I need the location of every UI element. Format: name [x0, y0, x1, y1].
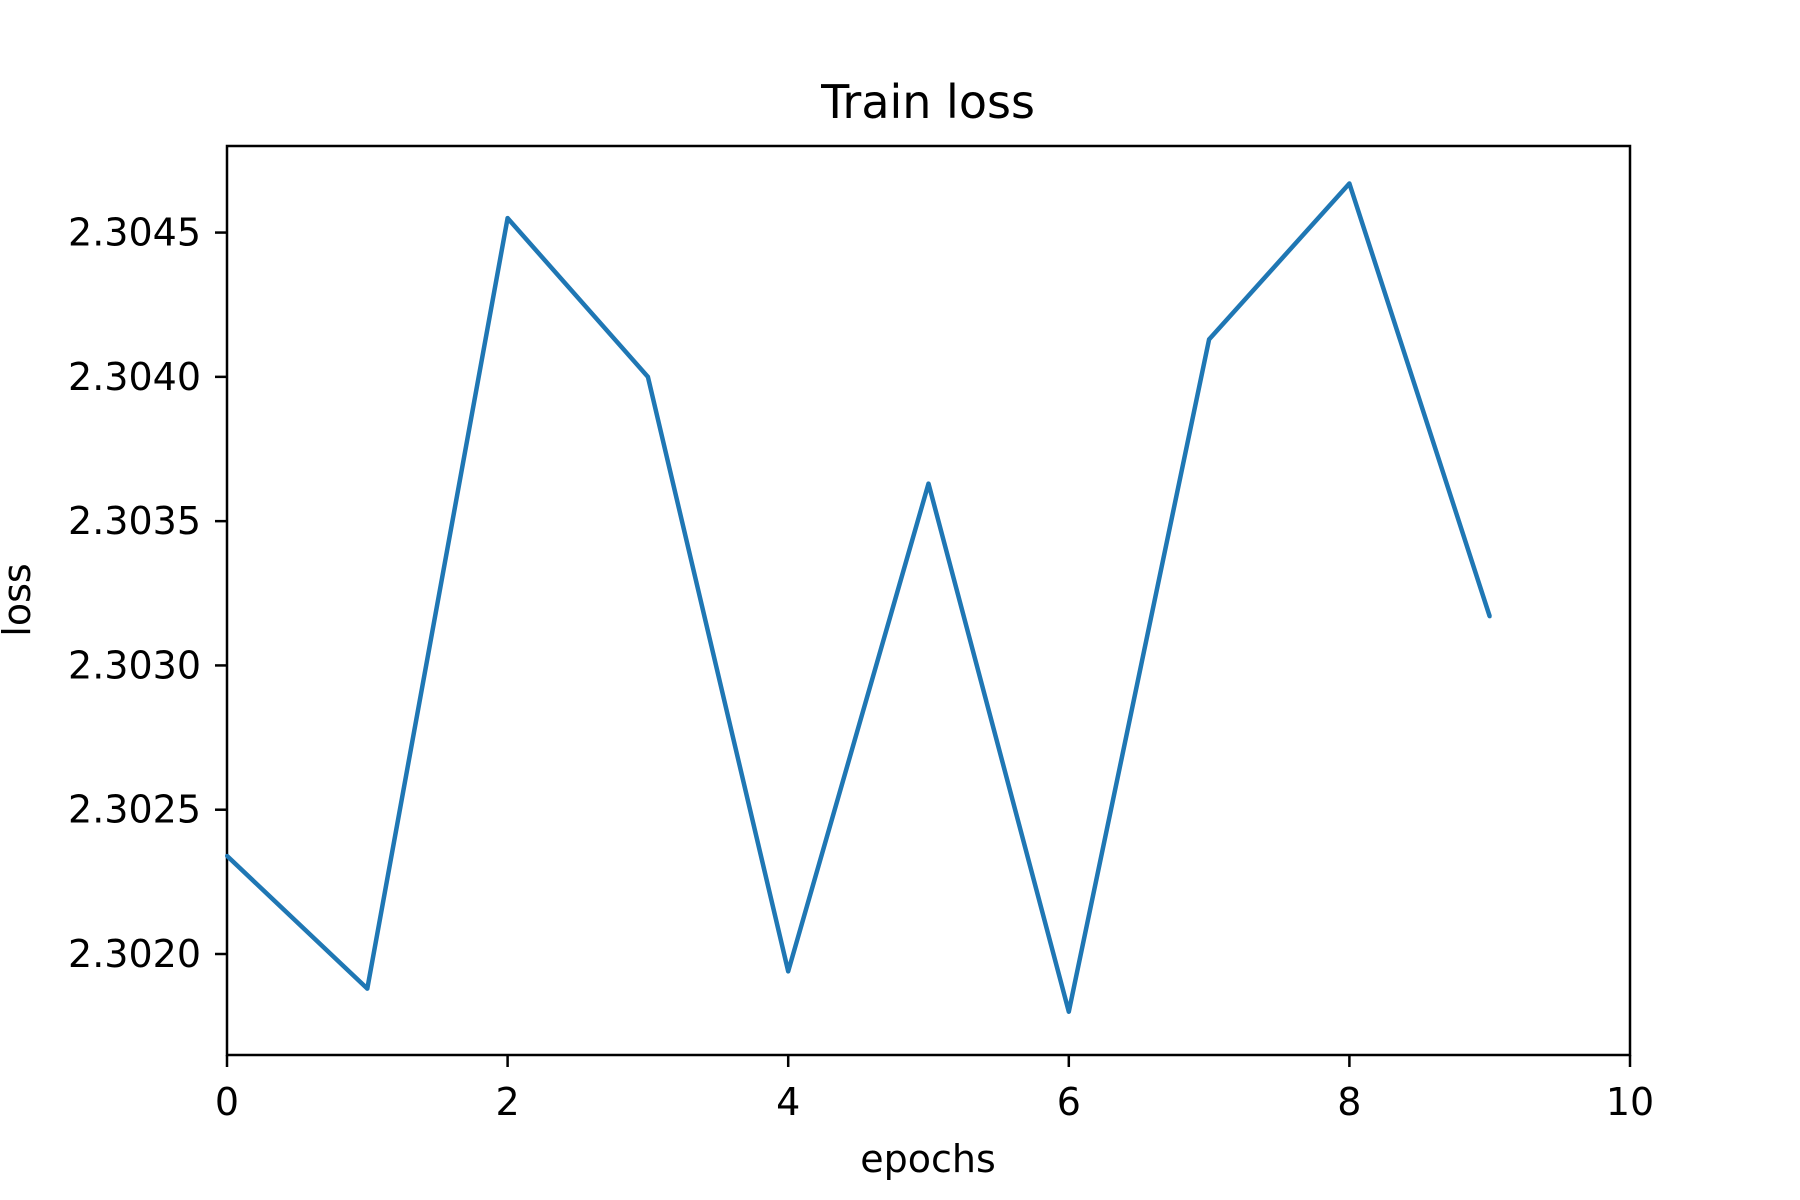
x-axis-title: epochs	[860, 1137, 996, 1181]
y-tick-label: 2.3030	[68, 643, 201, 687]
x-tick-label: 2	[496, 1080, 520, 1124]
y-tick-label: 2.3025	[68, 788, 201, 832]
x-axis: 0 2 4 6 8 10	[215, 1055, 1654, 1124]
loss-data-point	[505, 216, 510, 221]
loss-series-line	[225, 181, 1492, 1014]
loss-data-point	[1066, 1009, 1071, 1014]
plot-area-frame	[225, 144, 1632, 1057]
y-axis-title: loss	[0, 563, 39, 636]
loss-data-point	[1487, 614, 1492, 619]
loss-data-point	[645, 374, 650, 379]
x-tick-label: 4	[776, 1080, 800, 1124]
loss-data-point	[365, 986, 370, 991]
loss-data-point	[1207, 337, 1212, 342]
series-layer	[225, 181, 1492, 1014]
y-tick-label: 2.3035	[68, 499, 201, 543]
x-tick-label: 8	[1337, 1080, 1361, 1124]
loss-data-point	[926, 481, 931, 486]
x-tick-label: 0	[215, 1080, 239, 1124]
chart-title: Train loss	[820, 75, 1035, 129]
loss-data-point	[1347, 181, 1352, 186]
loss-data-point	[786, 969, 791, 974]
y-tick-label: 2.3045	[68, 211, 201, 255]
y-axis: 2.3020 2.3025 2.3030 2.3035 2.3040 2.3045	[68, 211, 227, 976]
x-tick-label: 6	[1057, 1080, 1081, 1124]
y-tick-label: 2.3040	[68, 355, 201, 399]
loss-data-point	[225, 853, 229, 858]
y-tick-label: 2.3020	[68, 932, 201, 976]
x-tick-label: 10	[1606, 1080, 1654, 1124]
